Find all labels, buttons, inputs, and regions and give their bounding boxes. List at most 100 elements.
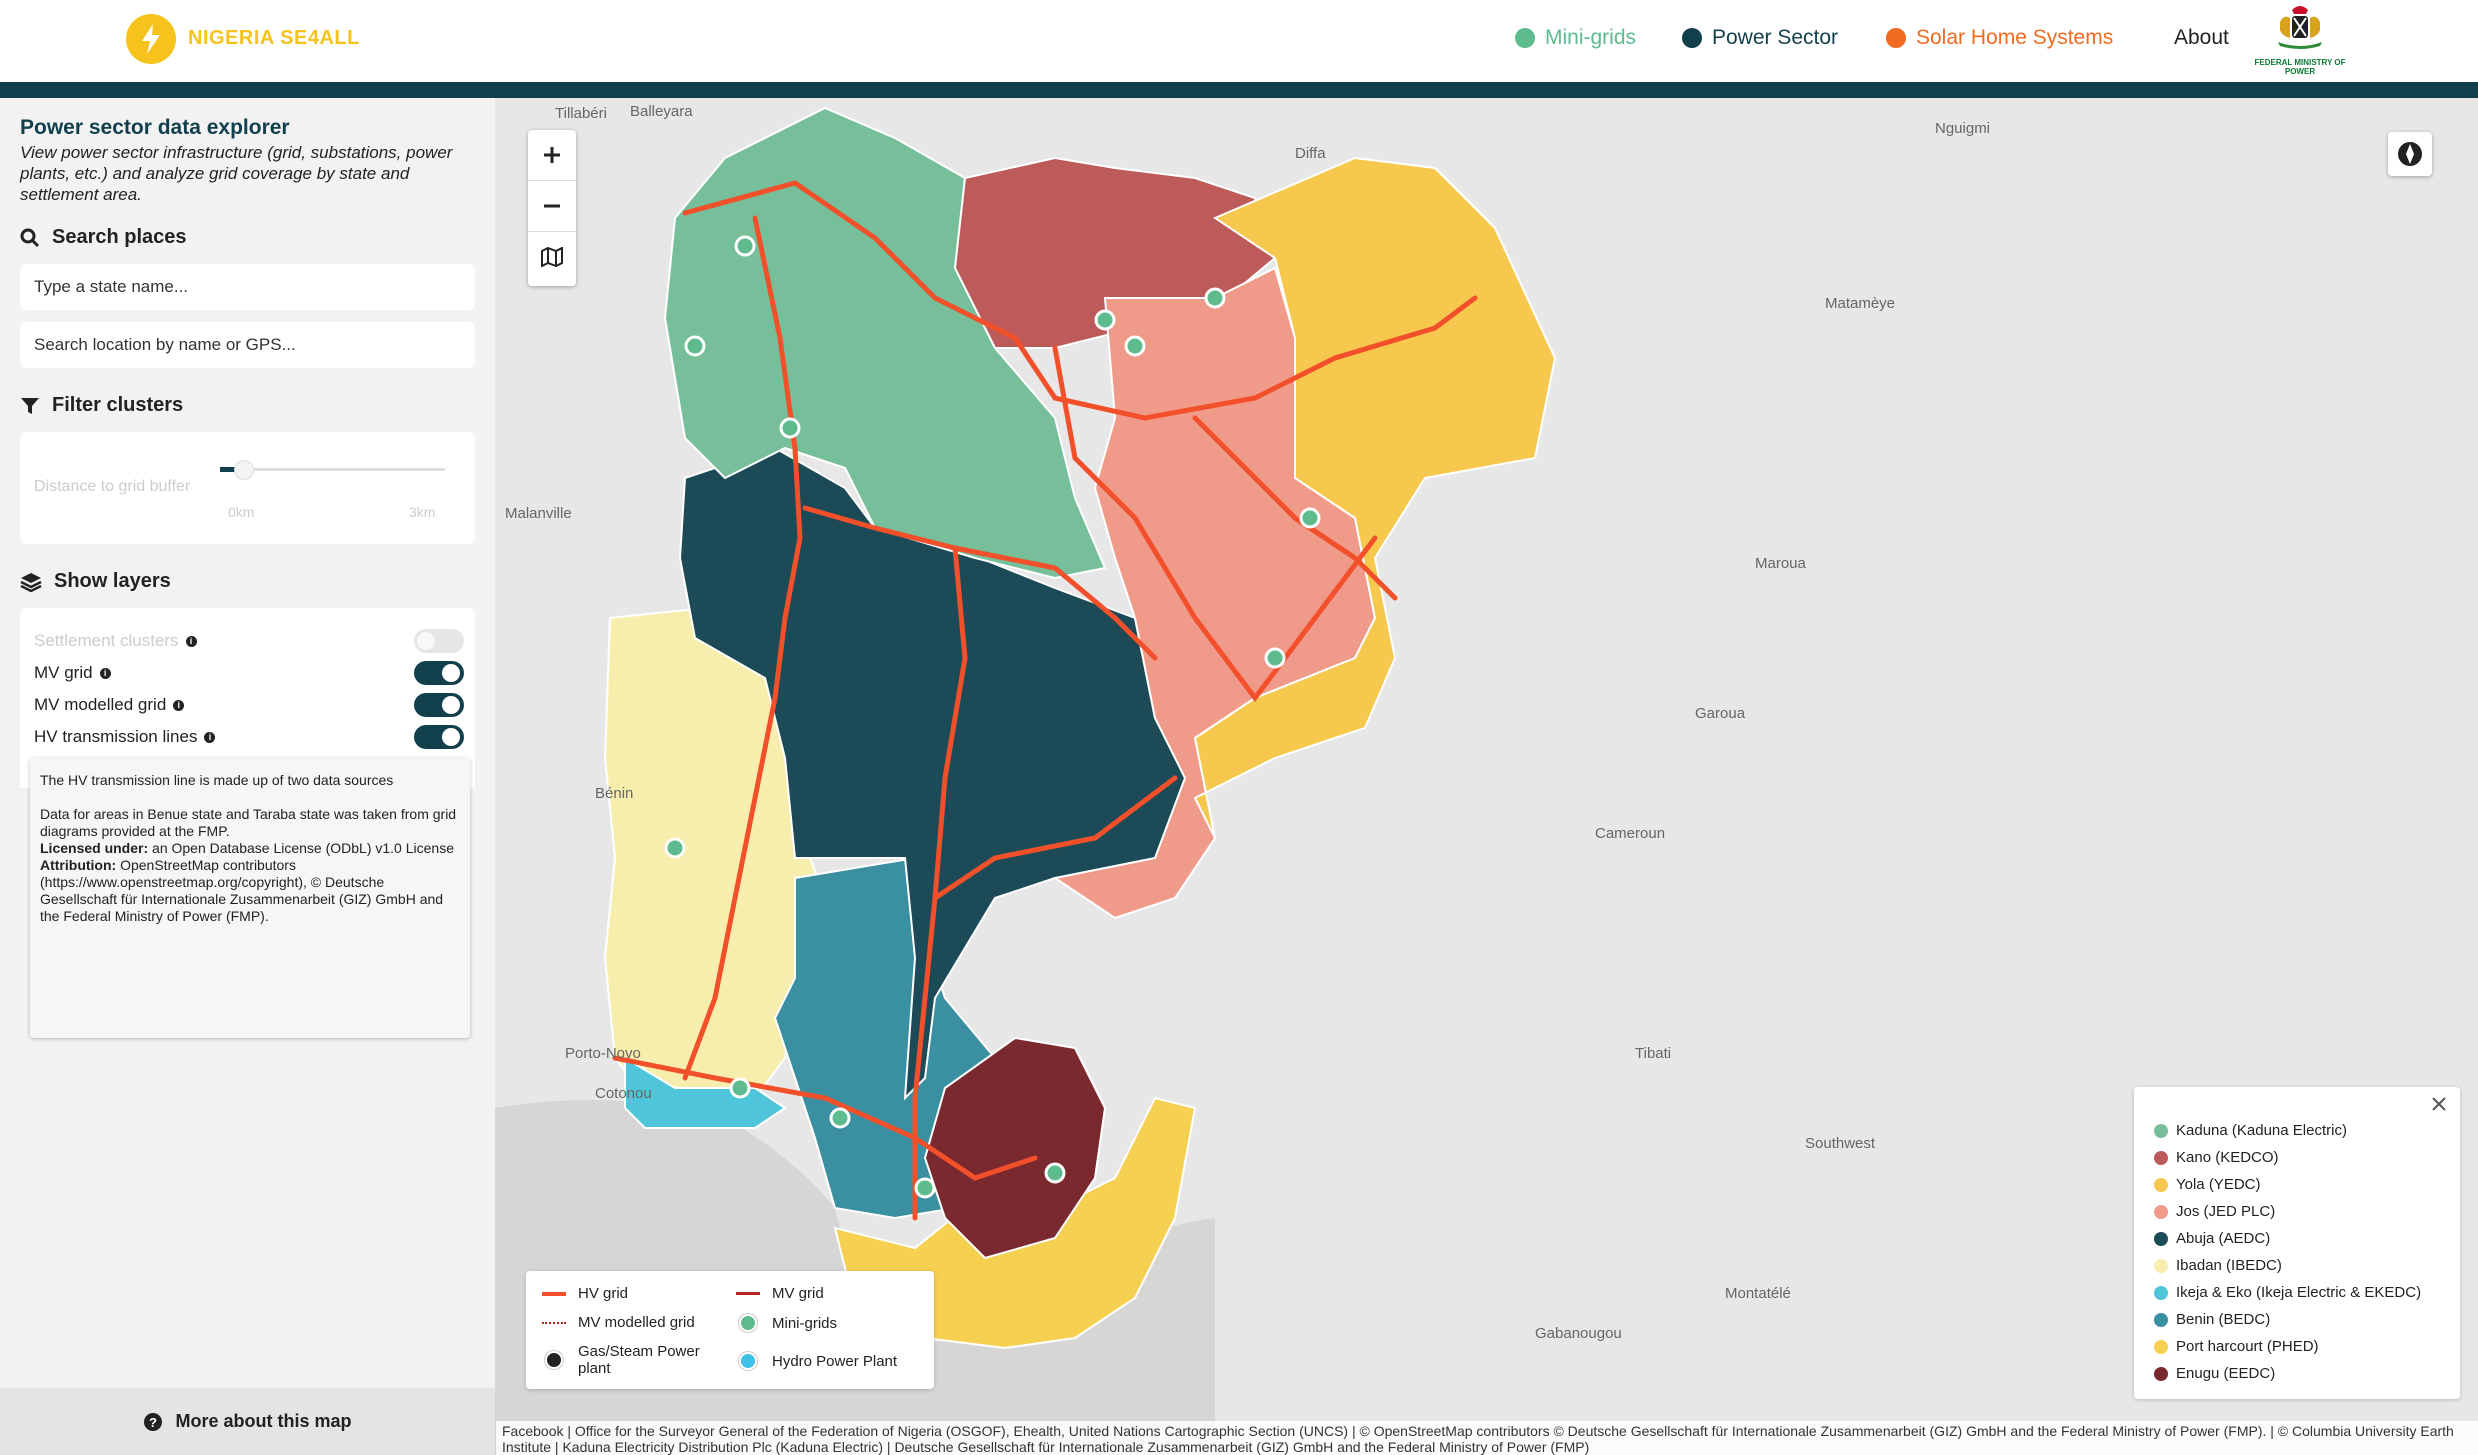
attribution-value: OpenStreetMap contributors (https://www.… bbox=[40, 857, 444, 924]
show-layers-heading: Show layers bbox=[20, 570, 171, 593]
attribution-label: Attribution: bbox=[40, 857, 117, 873]
hv-line bbox=[932, 775, 1178, 901]
map-zoom-controls bbox=[528, 130, 576, 286]
region-swatch bbox=[2154, 1285, 2168, 1300]
mini-grid-marker[interactable] bbox=[1299, 507, 1321, 529]
nav-power-sector-label: Power Sector bbox=[1712, 26, 1839, 49]
region-label: Port harcourt (PHED) bbox=[2176, 1338, 2319, 1355]
zoom-in-button[interactable] bbox=[528, 130, 576, 181]
more-about-map-button[interactable]: ? More about this map bbox=[0, 1388, 495, 1455]
state-search-input[interactable]: Type a state name... bbox=[20, 264, 475, 310]
minus-icon bbox=[544, 204, 560, 208]
hv-line bbox=[612, 1055, 1038, 1181]
power-sector-dot-icon bbox=[1682, 28, 1702, 48]
search-places-heading: Search places bbox=[20, 226, 187, 249]
plus-icon bbox=[544, 147, 560, 163]
close-legend-button[interactable] bbox=[2430, 1095, 2448, 1118]
search-icon bbox=[20, 228, 40, 247]
nav-about[interactable]: About bbox=[2174, 26, 2229, 50]
mini-grid-marker[interactable] bbox=[1044, 1162, 1066, 1184]
settlement-clusters-toggle[interactable] bbox=[414, 629, 464, 653]
legend-gas-steam: Gas/Steam Power plant bbox=[540, 1343, 720, 1377]
map-canvas[interactable]: Tillabéri Balleyara Diffa Nguigmi Matamè… bbox=[495, 98, 2478, 1455]
license-label: Licensed under: bbox=[40, 840, 149, 856]
zoom-out-button[interactable] bbox=[528, 181, 576, 232]
basemap-button[interactable] bbox=[528, 232, 576, 282]
legend-region-abuja: Abuja (AEDC) bbox=[2154, 1230, 2270, 1247]
solar-dot-icon bbox=[1886, 28, 1906, 48]
mini-grid-marker[interactable] bbox=[684, 335, 706, 357]
sidebar: Power sector data explorer View power se… bbox=[0, 98, 495, 1455]
mini-grid-marker[interactable] bbox=[1204, 287, 1226, 309]
layer-settlement-clusters: Settlement clusters i bbox=[34, 628, 464, 654]
layer-mv-modelled-grid: MV modelled grid i bbox=[34, 692, 464, 718]
slider-max-label: 3km bbox=[409, 504, 436, 520]
mini-grid-marker[interactable] bbox=[779, 417, 801, 439]
map-icon bbox=[541, 247, 563, 267]
brand-name[interactable]: NIGERIA SE4ALL bbox=[188, 27, 360, 49]
coat-of-arms-icon bbox=[2278, 6, 2322, 49]
layer-mv-grid-label: MV grid bbox=[34, 663, 93, 682]
distance-slider-card: Distance to grid buffer 0km 3km bbox=[20, 432, 475, 544]
toggle-knob bbox=[417, 632, 435, 650]
map-svg: Tillabéri Balleyara Diffa Nguigmi Matamè… bbox=[495, 103, 1990, 1455]
region-yola[interactable] bbox=[1193, 156, 1557, 839]
compass-button[interactable] bbox=[2388, 132, 2432, 176]
accent-bar bbox=[0, 82, 2478, 98]
region-label: Benin (BEDC) bbox=[2176, 1311, 2271, 1328]
region-label: Ibadan (IBEDC) bbox=[2176, 1257, 2282, 1274]
distance-slider-fill bbox=[220, 467, 243, 472]
place-label: Southwest bbox=[1805, 1135, 1876, 1152]
info-icon[interactable]: i bbox=[173, 699, 185, 711]
info-icon[interactable]: i bbox=[185, 635, 197, 647]
location-search-input[interactable]: Search location by name or GPS... bbox=[20, 322, 475, 368]
hv-info-tooltip: The HV transmission line is made up of t… bbox=[30, 758, 470, 1038]
mini-grid-marker[interactable] bbox=[914, 1177, 936, 1199]
region-ikeja-eko[interactable] bbox=[624, 1056, 787, 1129]
sidebar-title: Power sector data explorer bbox=[20, 116, 290, 139]
distance-slider-track[interactable] bbox=[220, 460, 445, 480]
legend-hydro: Hydro Power Plant bbox=[734, 1352, 897, 1370]
map-legend: HV grid MV grid MV modelled grid Mini-gr… bbox=[526, 1271, 934, 1389]
mini-grid-marker[interactable] bbox=[1094, 309, 1116, 331]
mini-grid-markers bbox=[664, 235, 1321, 1199]
mv-modelled-grid-toggle[interactable] bbox=[414, 693, 464, 717]
slider-min-label: 0km bbox=[228, 504, 255, 520]
info-icon[interactable]: i bbox=[204, 731, 216, 743]
hv-line bbox=[682, 215, 803, 1081]
mini-grid-marker[interactable] bbox=[829, 1107, 851, 1129]
hv-transmission-toggle[interactable] bbox=[414, 725, 464, 749]
show-layers-label: Show layers bbox=[54, 570, 171, 592]
tooltip-line1: The HV transmission line is made up of t… bbox=[40, 772, 394, 788]
place-label: Diffa bbox=[1295, 145, 1326, 162]
info-icon[interactable]: i bbox=[99, 667, 111, 679]
nav-power-sector[interactable]: Power Sector bbox=[1682, 26, 1838, 50]
mini-grid-marker[interactable] bbox=[734, 235, 756, 257]
mini-grid-marker[interactable] bbox=[729, 1077, 751, 1099]
region-label: Yola (YEDC) bbox=[2176, 1176, 2261, 1193]
place-label: Malanville bbox=[505, 505, 572, 522]
lightning-logo-icon[interactable] bbox=[126, 14, 176, 64]
mini-grid-marker[interactable] bbox=[1264, 647, 1286, 669]
mv-line-icon bbox=[734, 1292, 762, 1295]
legend-mv-modelled: MV modelled grid bbox=[540, 1314, 695, 1331]
nav-mini-grids[interactable]: Mini-grids bbox=[1515, 26, 1636, 50]
mini-grid-marker[interactable] bbox=[1124, 335, 1146, 357]
minigrid-dot-icon bbox=[734, 1314, 762, 1332]
mv-grid-toggle[interactable] bbox=[414, 661, 464, 685]
hv-line bbox=[1192, 415, 1398, 601]
legend-region-kaduna: Kaduna (Kaduna Electric) bbox=[2154, 1122, 2347, 1139]
legend-hv-grid: HV grid bbox=[540, 1285, 628, 1302]
hv-line-icon bbox=[540, 1291, 568, 1296]
layers-icon bbox=[20, 572, 42, 592]
ministry-name: FEDERAL MINISTRY OF POWER bbox=[2254, 58, 2346, 76]
legend-region-enugu: Enugu (EEDC) bbox=[2154, 1365, 2275, 1382]
mini-grid-marker[interactable] bbox=[664, 837, 686, 859]
distance-slider-handle[interactable] bbox=[233, 460, 254, 480]
legend-region-benin: Benin (BEDC) bbox=[2154, 1311, 2270, 1328]
license-value: an Open Database License (ODbL) v1.0 Lic… bbox=[148, 840, 454, 856]
region-swatch bbox=[2154, 1366, 2168, 1381]
nav-solar-home-systems[interactable]: Solar Home Systems bbox=[1886, 26, 2113, 50]
region-label: Kano (KEDCO) bbox=[2176, 1149, 2279, 1166]
legend-mv-modelled-label: MV modelled grid bbox=[578, 1314, 695, 1331]
